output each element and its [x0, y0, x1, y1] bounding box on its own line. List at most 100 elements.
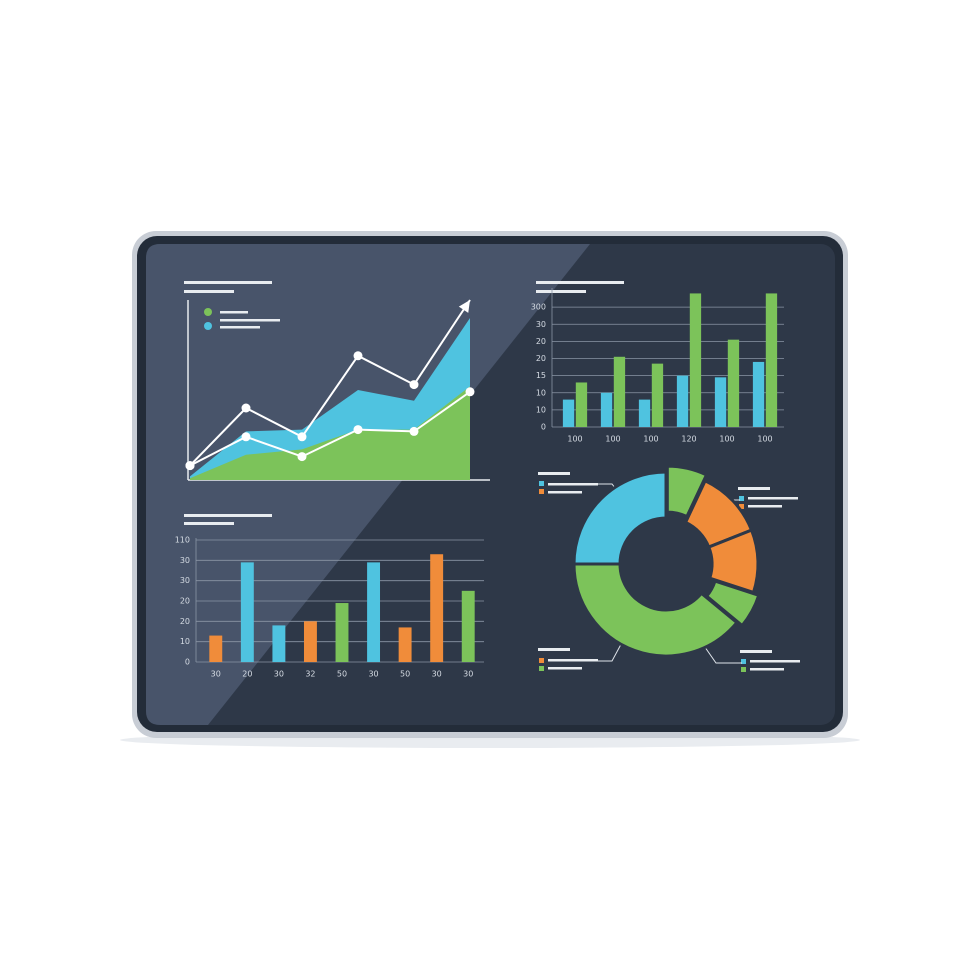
title-bar	[184, 522, 234, 525]
y-tick-label: 300	[531, 303, 546, 312]
screen-gloss	[146, 244, 590, 725]
bar	[714, 377, 727, 427]
area	[190, 386, 470, 480]
line	[189, 390, 471, 467]
legend-dot	[204, 308, 212, 316]
x-tick-label: 100	[643, 435, 658, 444]
legend-square	[741, 667, 746, 672]
point	[409, 426, 419, 436]
x-tick-label: 20	[242, 670, 252, 679]
legend-square	[539, 666, 544, 671]
legend-bar	[220, 311, 248, 314]
donut-segment	[572, 470, 668, 566]
legend-dot	[204, 322, 212, 330]
point	[241, 432, 251, 442]
legend-bar	[548, 667, 582, 670]
x-tick-label: 30	[432, 670, 442, 679]
bar	[651, 363, 664, 427]
legend-bar	[548, 483, 598, 486]
legend-bar	[538, 648, 570, 651]
x-tick-label: 32	[305, 670, 315, 679]
bar	[335, 603, 349, 662]
bar	[272, 625, 286, 662]
placeholder-lines	[184, 281, 800, 671]
legend-square	[539, 489, 544, 494]
legend-bar	[740, 650, 772, 653]
arrow-head	[458, 300, 470, 313]
point	[353, 425, 363, 435]
title-bar	[536, 281, 624, 284]
bar	[600, 392, 613, 427]
x-tick-label: 100	[567, 435, 582, 444]
y-tick-label: 30	[536, 320, 546, 329]
point	[465, 387, 475, 397]
legend-square	[739, 504, 744, 509]
bar	[367, 562, 381, 662]
y-tick-label: 20	[536, 354, 546, 363]
y-tick-label: 110	[175, 536, 190, 545]
bar	[398, 627, 412, 662]
x-tick-label: 120	[681, 435, 696, 444]
y-tick-label: 20	[180, 617, 190, 626]
bar	[240, 562, 254, 662]
y-tick-label: 0	[541, 423, 546, 432]
bar	[613, 356, 626, 427]
x-tick-label: 30	[368, 670, 378, 679]
y-tick-label: 30	[180, 556, 190, 565]
point	[409, 380, 419, 390]
legend-bar	[548, 491, 582, 494]
x-tick-label: 100	[605, 435, 620, 444]
point	[185, 461, 195, 471]
bar	[727, 339, 740, 427]
title-bar	[536, 290, 586, 293]
legend-square	[739, 496, 744, 501]
legend-square	[539, 658, 544, 663]
y-tick-label: 10	[536, 388, 546, 397]
y-tick-label: 20	[536, 337, 546, 346]
donut-segment	[572, 562, 740, 658]
legend-bar	[538, 472, 570, 475]
point	[297, 452, 307, 462]
legend-bar	[750, 660, 800, 663]
bar	[209, 635, 223, 662]
y-tick-label: 10	[180, 637, 190, 646]
line	[189, 299, 471, 467]
donut-segment	[665, 464, 709, 519]
bar	[562, 399, 575, 427]
y-tick-label: 30	[180, 576, 190, 585]
y-tick-label: 10	[536, 405, 546, 414]
y-tick-label: 15	[536, 371, 546, 380]
legend-square	[741, 659, 746, 664]
legend-square	[539, 481, 544, 486]
x-tick-label: 30	[211, 670, 221, 679]
bar	[638, 399, 651, 427]
legend-bar	[750, 668, 784, 671]
bar	[461, 590, 475, 662]
legend-bar	[220, 326, 260, 329]
title-bar	[184, 281, 272, 284]
y-tick-label: 0	[185, 658, 190, 667]
x-tick-label: 100	[757, 435, 772, 444]
bar	[689, 293, 702, 427]
y-tick-label: 20	[180, 597, 190, 606]
bar	[752, 361, 765, 427]
x-tick-label: 30	[463, 670, 473, 679]
legend-bar	[220, 319, 280, 322]
point	[353, 351, 363, 361]
title-bar	[184, 514, 272, 517]
x-tick-label: 50	[337, 670, 347, 679]
x-tick-label: 30	[274, 670, 284, 679]
bar	[676, 375, 689, 427]
x-tick-label: 50	[400, 670, 410, 679]
legend-bar	[548, 659, 598, 662]
legend-bar	[748, 497, 798, 500]
legend-bar	[738, 487, 770, 490]
legend-swatches	[204, 308, 746, 672]
point	[241, 403, 251, 413]
legend-bar	[748, 505, 782, 508]
point	[297, 432, 307, 442]
bar	[765, 293, 778, 427]
x-tick-label: 100	[719, 435, 734, 444]
bar	[430, 554, 444, 662]
